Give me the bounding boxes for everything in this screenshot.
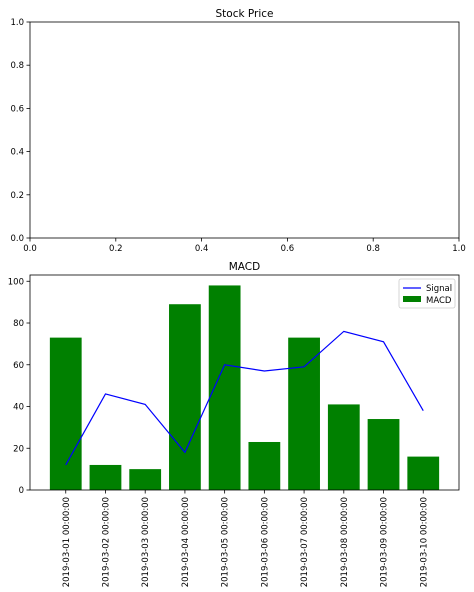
macd-panel: MACD 2019-03-01 00:00:00 2019-03-02 00:00… (8, 261, 460, 587)
stock-price-title: Stock Price (215, 8, 273, 20)
legend-macd-swatch (403, 296, 421, 302)
macd-axes-frame (29, 274, 460, 491)
macd-bar (89, 464, 122, 490)
stock-price-x-tick-label: 1.0 (452, 244, 466, 254)
macd-bar (367, 419, 400, 490)
stock-price-y-tick-label: 0.4 (10, 148, 24, 158)
macd-x-tick-label: 2019-03-07 00:00:00 (300, 497, 310, 587)
macd-x-tick-label: 2019-03-08 00:00:00 (340, 497, 350, 587)
stock-price-y-tick-label: 0.6 (10, 104, 24, 114)
macd-x-tick-label: 2019-03-10 00:00:00 (419, 497, 429, 587)
macd-x-tick-label: 2019-03-03 00:00:00 (141, 497, 151, 587)
macd-bar (169, 304, 201, 490)
macd-x-tick-label: 2019-03-02 00:00:00 (101, 497, 111, 587)
macd-bar (208, 285, 241, 490)
macd-x-tick-label: 2019-03-05 00:00:00 (221, 497, 231, 587)
macd-bar (327, 404, 360, 490)
macd-y-tick-label: 80 (13, 319, 24, 329)
stock-price-x-tick-label: 0.6 (281, 244, 295, 254)
macd-title: MACD (229, 261, 260, 273)
macd-y-tick-label: 20 (13, 444, 24, 454)
macd-bar (49, 337, 82, 490)
macd-y-ticks: 0 20 40 60 80 100 (8, 277, 30, 496)
stock-price-x-tick-label: 0.0 (23, 244, 37, 254)
stock-price-y-ticks: 0.0 0.2 0.4 0.6 0.8 1.0 (10, 18, 30, 244)
signal-line (65, 330, 424, 466)
macd-x-ticks: 2019-03-01 00:00:00 2019-03-02 00:00:00 20… (62, 490, 429, 587)
stock-price-x-ticks: 0.0 0.2 0.4 0.6 0.8 1.0 (23, 238, 466, 254)
macd-bar (248, 441, 281, 490)
macd-x-tick-label: 2019-03-09 00:00:00 (380, 497, 390, 587)
stock-price-x-tick-label: 0.4 (195, 244, 209, 254)
legend: Signal MACD (398, 278, 456, 309)
stock-price-panel: Stock Price 0.0 0.2 0.4 0.6 0.8 1.0 0.0 0.2 0.4… (10, 8, 465, 254)
stock-price-y-tick-label: 0.8 (10, 61, 24, 71)
stock-price-y-tick-label: 0.2 (10, 191, 24, 201)
macd-x-tick-label: 2019-03-06 00:00:00 (260, 497, 270, 587)
stock-price-x-tick-label: 0.2 (109, 244, 123, 254)
macd-y-tick-label: 0 (19, 486, 24, 496)
stock-price-y-tick-label: 1.0 (10, 18, 24, 28)
stock-price-y-tick-label: 0.0 (10, 234, 24, 244)
macd-x-tick-label: 2019-03-01 00:00:00 (62, 497, 72, 587)
macd-bar (288, 337, 320, 490)
legend-signal-label: Signal (426, 284, 452, 294)
legend-macd-label: MACD (426, 296, 452, 306)
stock-price-x-tick-label: 0.8 (366, 244, 380, 254)
macd-bars (49, 285, 440, 490)
macd-y-tick-label: 100 (8, 277, 24, 287)
macd-bar (407, 456, 440, 490)
macd-x-tick-label: 2019-03-04 00:00:00 (181, 497, 191, 587)
macd-y-tick-label: 40 (13, 403, 24, 413)
stock-price-axes-frame (29, 21, 460, 239)
macd-y-tick-label: 60 (13, 361, 24, 371)
macd-bar (129, 469, 162, 490)
